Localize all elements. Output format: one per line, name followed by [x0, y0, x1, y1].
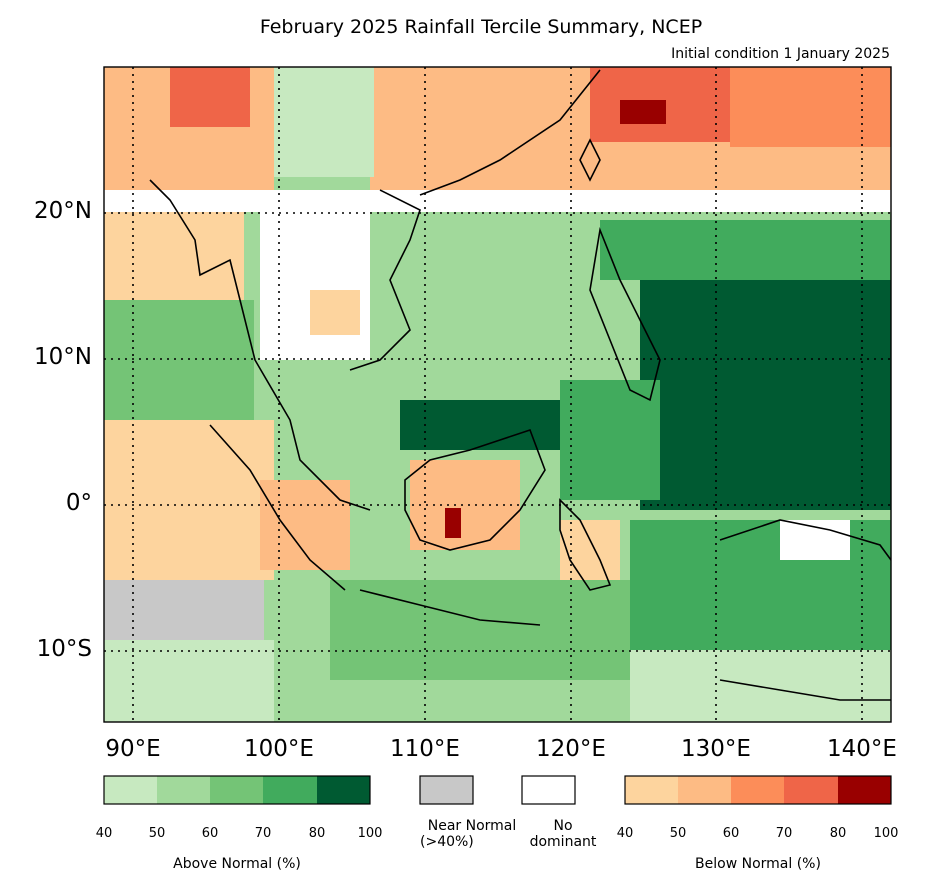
region-below-cambodia — [310, 290, 360, 335]
map-frame — [103, 66, 892, 723]
region-above-new-guinea — [630, 520, 891, 650]
lon-tick-label: 110°E — [390, 736, 460, 762]
region-above-java-sea — [330, 580, 630, 680]
lon-tick-label: 100°E — [244, 736, 314, 762]
colorbar-tick: 60 — [201, 826, 219, 841]
region-below-india-core — [170, 67, 250, 127]
region-above-philippine-sea — [600, 220, 891, 280]
below-normal-label: Below Normal (%) — [695, 856, 821, 872]
region-below-bay — [104, 200, 244, 300]
colorbar-tick: 100 — [357, 826, 383, 841]
region-above-southwest — [104, 640, 274, 722]
region-no-dominant-png — [780, 520, 850, 560]
colorbar-tick: 70 — [254, 826, 272, 841]
region-below-borneo-core — [445, 508, 461, 538]
region-above-borneo-north — [400, 400, 580, 450]
lat-tick-label: 0° — [65, 490, 92, 516]
lon-tick-label: 90°E — [105, 736, 161, 762]
region-below-ne — [730, 67, 891, 147]
initial-condition-subtitle: Initial condition 1 January 2025 — [671, 46, 890, 62]
colorbar-no-dominant — [521, 775, 576, 805]
graticule — [104, 67, 891, 722]
coastlines — [149, 69, 891, 701]
colorbar-near-normal — [419, 775, 474, 805]
region-no-dominant-indochina — [260, 210, 370, 360]
region-above-sulawesi-sea — [560, 380, 660, 500]
lon-tick-label: 130°E — [681, 736, 751, 762]
region-below-indian-ocean — [104, 420, 274, 580]
colorbar-tick: 50 — [148, 826, 166, 841]
near-normal-label: Near Normal (>40%) — [420, 818, 517, 850]
colorbar-tick: 60 — [722, 826, 740, 841]
colorbar-tick: 40 — [95, 826, 113, 841]
colorbar-tick: 50 — [669, 826, 687, 841]
colorbar-below — [624, 775, 892, 805]
lat-tick-label: 10°S — [36, 636, 92, 662]
region-below-sumatra — [260, 480, 350, 570]
above-normal-label: Above Normal (%) — [173, 856, 301, 872]
region-near-normal-west — [104, 580, 264, 640]
region-below-core — [620, 100, 666, 124]
map-title: February 2025 Rainfall Tercile Summary, … — [259, 16, 703, 38]
colorbar-tick: 70 — [775, 826, 793, 841]
region-above-andaman — [104, 300, 254, 420]
colorbar-tick: 80 — [308, 826, 326, 841]
colorbar-tick: 100 — [873, 826, 899, 841]
no-dominant-label: No dominant — [529, 818, 597, 850]
lat-tick-label: 20°N — [34, 198, 92, 224]
lon-tick-label: 140°E — [827, 736, 897, 762]
lat-tick-label: 10°N — [34, 344, 92, 370]
region-below-borneo — [410, 460, 520, 550]
colorbar-above — [103, 775, 371, 805]
colorbar-tick: 40 — [616, 826, 634, 841]
region-no-dominant-band — [104, 190, 891, 212]
lon-tick-label: 120°E — [536, 736, 606, 762]
colorbar-tick: 80 — [829, 826, 847, 841]
region-above-south-china — [274, 67, 374, 177]
region-above-west-pacific — [640, 280, 891, 510]
